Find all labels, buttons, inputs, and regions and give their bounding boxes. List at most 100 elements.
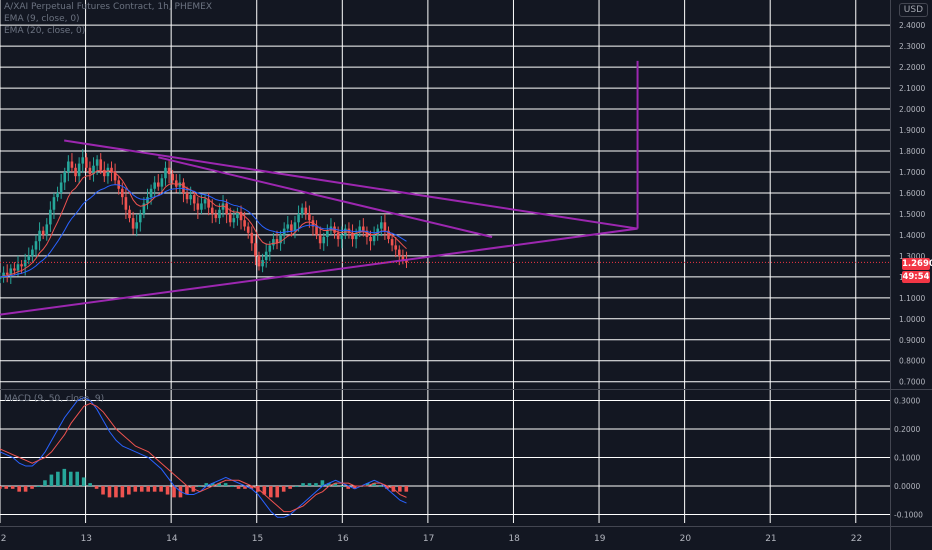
x-tick-label: 16	[337, 534, 349, 544]
candle-body	[293, 222, 297, 231]
candle-body	[2, 272, 5, 277]
macd-histogram-bar	[385, 485, 389, 489]
macd-histogram-bar	[88, 483, 92, 486]
macd-histogram-bar	[62, 468, 67, 486]
ema-slow-line	[0, 184, 407, 278]
candle-body	[88, 167, 92, 175]
macd-histogram-bar	[49, 474, 54, 486]
macd-histogram-bar	[210, 483, 215, 486]
macd-histogram-bar	[372, 483, 376, 486]
macd-histogram-bar	[152, 485, 157, 492]
y-tick-label: 2.0000	[899, 105, 925, 114]
macd-tick-label: 0.1000	[894, 454, 920, 463]
macd-histogram-bar	[275, 485, 280, 498]
candle-body	[138, 213, 142, 223]
y-tick-label: 1.9000	[899, 126, 925, 135]
currency-button[interactable]: USD	[898, 3, 928, 17]
candle-body	[149, 188, 153, 198]
candle-body	[160, 178, 164, 187]
x-tick-label: 15	[252, 534, 263, 544]
macd-histogram-bar	[165, 485, 170, 495]
macd-legend: MACD (9, 50, close, 9)	[4, 394, 105, 404]
x-tick-label: 19	[594, 534, 606, 544]
candle-body	[200, 203, 203, 210]
macd-histogram-bar	[230, 485, 234, 487]
candle-body	[63, 171, 67, 183]
candle-body	[153, 182, 156, 189]
macd-histogram-bar	[114, 485, 118, 498]
x-tick-label: 20	[680, 534, 692, 544]
macd-histogram-bar	[4, 485, 9, 489]
candle-body	[192, 195, 196, 204]
candle-body	[185, 192, 189, 200]
candle-body	[390, 239, 394, 246]
trendline	[158, 156, 493, 238]
candle-body	[167, 167, 171, 175]
y-tick-label: 2.2000	[899, 63, 925, 72]
candle-body	[387, 230, 390, 240]
x-tick-label: 12	[0, 534, 6, 544]
candle-body	[23, 260, 27, 267]
macd-histogram-bar	[133, 485, 138, 492]
candle-body	[279, 234, 282, 244]
candle-body	[246, 226, 250, 233]
x-tick-label: 22	[851, 534, 862, 544]
candle-body	[365, 230, 369, 237]
macd-line	[0, 397, 407, 518]
macd-histogram-bar	[333, 483, 338, 486]
candle-body	[34, 241, 38, 250]
candle-body	[164, 167, 167, 179]
candle-body	[239, 211, 243, 221]
candle-body	[358, 226, 362, 233]
candle-body	[31, 249, 34, 256]
candle-body	[174, 180, 178, 187]
macd-histogram-bar	[404, 485, 409, 492]
x-tick-label: 13	[81, 534, 92, 544]
macd-histogram-bar	[288, 485, 292, 489]
candle-body	[9, 268, 13, 275]
macd-histogram-bar	[172, 485, 176, 498]
candle-body	[214, 213, 218, 219]
y-tick-label: 2.4000	[899, 21, 925, 30]
y-tick-label: 1.0000	[899, 315, 925, 324]
x-tick-label: 14	[166, 534, 178, 544]
candle-body	[142, 203, 146, 214]
macd-histogram-bar	[268, 485, 273, 498]
macd-histogram-bar	[146, 485, 151, 492]
candle-body	[16, 264, 20, 271]
macd-histogram-bar	[281, 485, 286, 492]
candle-body	[225, 203, 228, 214]
candle-body	[77, 163, 81, 177]
candle-body	[372, 234, 376, 242]
macd-histogram-bar	[30, 485, 34, 489]
candle-body	[0, 276, 2, 279]
candle-body	[250, 232, 254, 244]
macd-histogram-bar	[10, 485, 15, 489]
macd-histogram-bar	[339, 485, 344, 487]
candle-body	[113, 171, 117, 181]
macd-histogram-bar	[307, 483, 312, 486]
trendline	[64, 139, 638, 230]
candle-body	[221, 203, 225, 210]
macd-histogram-bar	[204, 483, 209, 486]
candle-body	[128, 209, 131, 219]
candle-body	[297, 213, 300, 223]
candle-body	[254, 243, 257, 256]
candle-body	[401, 255, 405, 261]
candle-body	[146, 197, 149, 204]
macd-histogram-bar	[127, 485, 131, 495]
macd-histogram-bar	[56, 471, 60, 486]
candle-body	[74, 167, 77, 177]
candle-body	[376, 228, 380, 235]
signal-line	[0, 402, 407, 513]
candle-body	[67, 161, 70, 172]
ema-legend: EMA (9, close, 0)	[4, 14, 80, 24]
y-tick-label: 1.6000	[899, 189, 925, 198]
macd-histogram-bar	[75, 471, 80, 486]
macd-histogram-bar	[352, 485, 357, 489]
macd-histogram-bar	[320, 480, 325, 486]
candle-body	[182, 182, 185, 193]
macd-histogram-bar	[23, 485, 28, 492]
candle-body	[272, 239, 275, 246]
